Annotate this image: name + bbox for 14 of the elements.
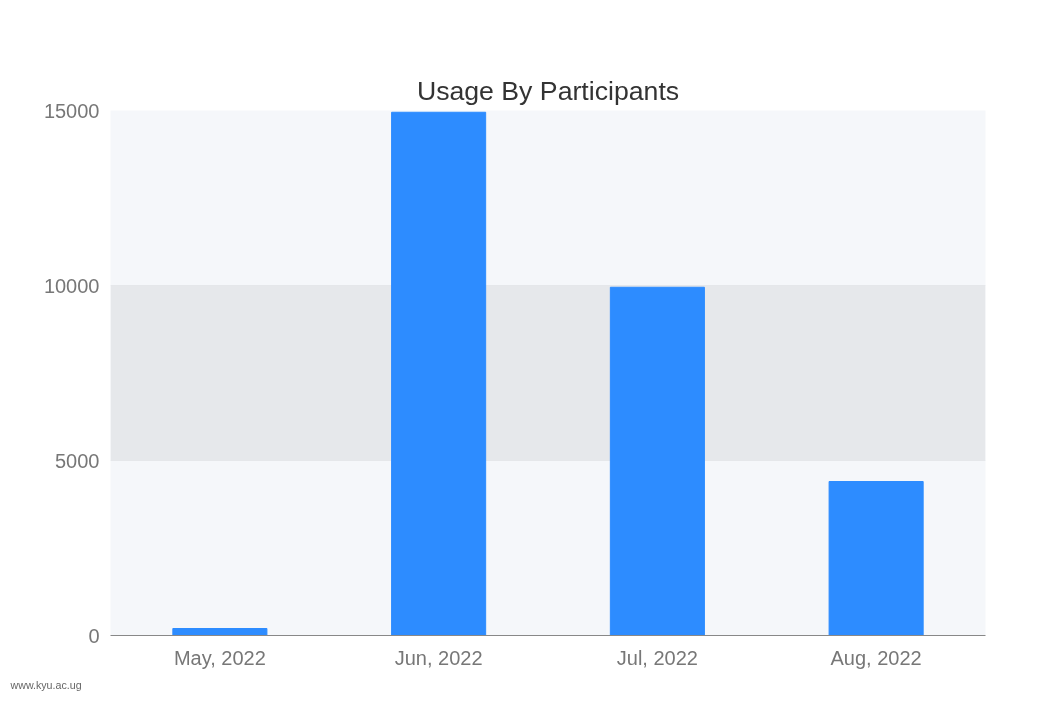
bar <box>172 628 268 636</box>
x-tick-label: Aug, 2022 <box>830 646 922 669</box>
text: www.kyu.ac.ug <box>9 678 82 691</box>
x-tick-label: Jul, 2022 <box>616 646 698 669</box>
x-tick-label: Jun, 2022 <box>394 646 483 669</box>
bar <box>828 481 924 636</box>
bar <box>609 286 705 636</box>
y-tick-label: 10000 <box>43 274 100 297</box>
y-tick-label: 15000 <box>43 99 100 122</box>
y-tick-label: 5000 <box>55 449 100 472</box>
x-tick-label: May, 2022 <box>173 646 266 669</box>
y-tick-label: 0 <box>88 624 100 647</box>
bar <box>391 111 487 636</box>
chart-title: Usage By Participants <box>416 75 680 106</box>
